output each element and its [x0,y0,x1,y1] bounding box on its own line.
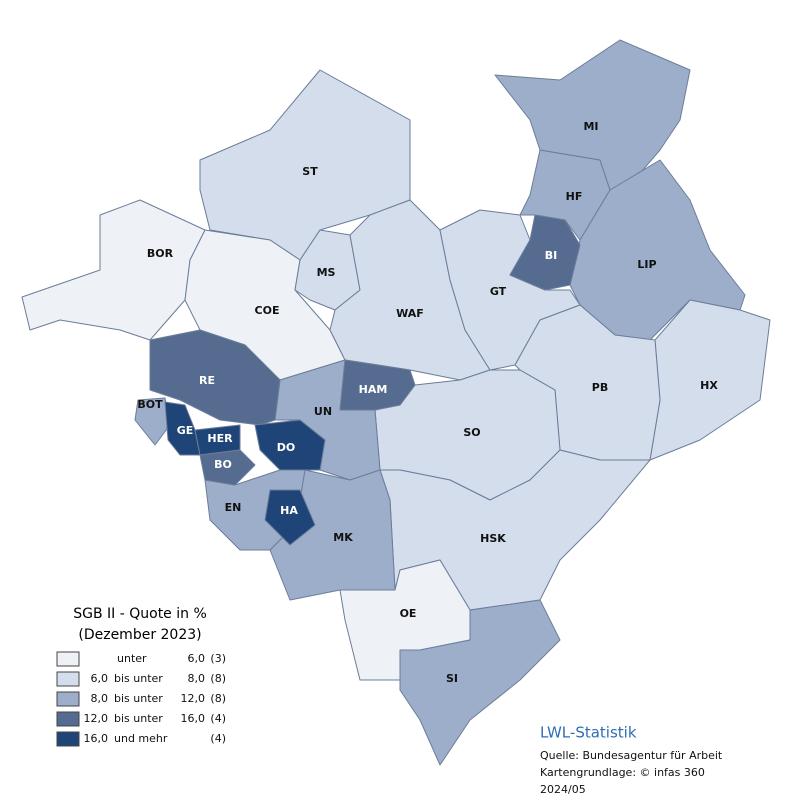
legend-text: unter [117,652,147,665]
legend: SGB II - Quote in % (Dezember 2023) unte… [56,606,226,747]
source-line: Quelle: Bundesagentur für Arbeit [540,749,723,762]
region-label: RE [199,374,215,387]
legend-swatch [56,711,80,727]
region-label: HA [280,504,298,517]
region [134,397,171,446]
region [254,419,326,471]
region [264,489,316,546]
source-line: Kartengrundlage: © infas 360 [540,766,705,779]
region [439,209,581,371]
region-label: HX [700,379,718,392]
region-label: GE [177,424,194,437]
legend-swatch [56,651,80,667]
region [199,449,256,486]
region-label: BO [214,458,232,471]
legend-count: (4) [210,732,226,745]
legend-subtitle: (Dezember 2023) [78,627,201,643]
legend-to: 6,0 [188,652,206,665]
legend-to: 16,0 [181,712,206,725]
region [399,599,561,766]
regions [21,39,771,766]
legend-count: (4) [210,712,226,725]
region [21,199,206,341]
legend-to: 8,0 [188,672,206,685]
legend-count: (3) [210,652,226,665]
region-label: WAF [396,307,424,320]
region-label: BOT [137,398,163,411]
region-label: HER [207,432,233,445]
legend-swatch [56,731,80,747]
legend-text: bis unter [114,672,163,685]
legend-from: 16,0 [84,732,109,745]
region-label: HAM [359,383,388,396]
legend-from: 8,0 [91,692,109,705]
brand: LWL-Statistik [540,724,637,742]
region-label: UN [314,405,332,418]
region [509,214,581,291]
region-label: BOR [147,247,174,260]
region-label: SI [446,672,458,685]
legend-text: bis unter [114,712,163,725]
legend-swatch [56,691,80,707]
region [494,39,691,191]
legend-from: 6,0 [91,672,109,685]
legend-title: SGB II - Quote in % [73,606,207,622]
legend-count: (8) [210,692,226,705]
region-label: COE [255,304,280,317]
region-labels: BOR ST COE MS WAF GT BI HF MI LIP HX PB … [137,120,718,685]
region-label: MI [583,120,598,133]
region-label: MK [333,531,353,544]
legend-text: bis unter [114,692,163,705]
legend-to: 12,0 [181,692,206,705]
region-label: PB [592,381,608,394]
region-label: HSK [480,532,506,545]
region [339,359,416,411]
region-label: OE [400,607,417,620]
region [199,69,411,261]
region-label: BI [545,249,557,262]
legend-text: und mehr [114,732,168,745]
legend-swatch [56,671,80,687]
source: LWL-Statistik Quelle: Bundesagentur für … [540,724,723,797]
source-line: 2024/05 [540,783,586,796]
legend-from: 12,0 [84,712,109,725]
region-label: ST [302,165,318,178]
region-label: MS [317,266,336,279]
region-label: LIP [637,258,656,271]
region-label: DO [277,441,295,454]
region [149,329,281,426]
legend-count: (8) [210,672,226,685]
region-label: GT [490,285,507,298]
region-label: EN [225,501,242,514]
region-label: HF [566,190,583,203]
region-label: SO [463,426,480,439]
